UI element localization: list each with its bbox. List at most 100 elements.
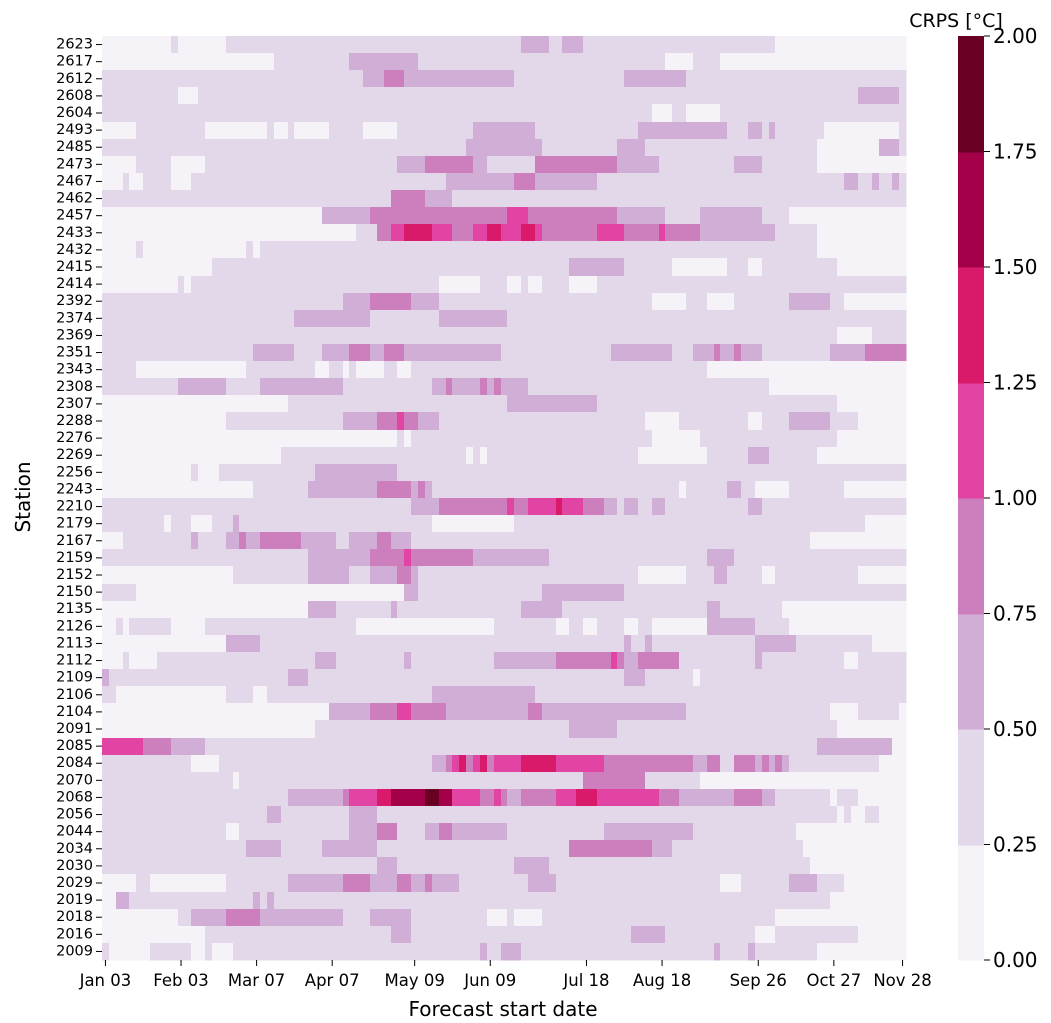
heatmap-cell: [219, 532, 227, 550]
heatmap-cell: [892, 344, 900, 362]
heatmap-cell: [679, 532, 687, 550]
heatmap-cell: [885, 532, 893, 550]
heatmap-cell: [837, 549, 845, 567]
heatmap-cell: [851, 686, 859, 704]
heatmap-cell: [157, 532, 165, 550]
heatmap-cell: [356, 720, 364, 739]
heatmap-cell: [679, 87, 687, 105]
heatmap-cell: [720, 36, 728, 54]
heatmap-cell: [556, 601, 563, 619]
heatmap-cell: [308, 601, 316, 619]
heatmap-cell: [714, 464, 721, 482]
heatmap-cell: [899, 36, 907, 54]
heatmap-cell: [844, 70, 852, 88]
heatmap-cell: [631, 139, 639, 157]
heatmap-cell: [439, 70, 447, 88]
heatmap-cell: [411, 430, 419, 448]
heatmap-cell: [583, 241, 591, 259]
heatmap-cell: [411, 447, 419, 465]
heatmap-cell: [727, 584, 735, 602]
heatmap-cell: [404, 104, 412, 123]
heatmap-cell: [404, 412, 412, 431]
heatmap-cell: [879, 481, 886, 499]
heatmap-cell: [329, 190, 337, 208]
heatmap-cell: [191, 412, 199, 431]
heatmap-cell: [164, 601, 172, 619]
heatmap-cell: [549, 498, 557, 516]
heatmap-cell: [246, 344, 254, 362]
heatmap-cell: [446, 635, 453, 653]
heatmap-cell: [727, 156, 735, 174]
heatmap-cell: [631, 104, 639, 123]
heatmap-cell: [343, 601, 350, 619]
heatmap-cell: [830, 156, 838, 174]
heatmap-cell: [205, 652, 213, 670]
heatmap-cell: [411, 515, 419, 533]
heatmap-cell: [817, 549, 825, 567]
heatmap-cell: [349, 464, 357, 482]
heatmap-cell: [775, 498, 783, 516]
heatmap-cell: [308, 686, 316, 704]
heatmap-cell: [604, 430, 612, 448]
heatmap-cell: [775, 156, 783, 174]
heatmap-cell: [576, 344, 584, 362]
heatmap-cell: [762, 241, 770, 259]
heatmap-cell: [452, 430, 460, 448]
heatmap-cell: [631, 87, 639, 105]
heatmap-cell: [521, 498, 529, 516]
heatmap-cell: [473, 601, 481, 619]
heatmap-cell: [562, 584, 570, 602]
heatmap-cell: [645, 584, 653, 602]
heatmap-cell: [123, 601, 130, 619]
heatmap-cell: [611, 498, 618, 516]
heatmap-cell: [308, 224, 316, 242]
heatmap-cell: [872, 652, 880, 670]
heatmap-cell: [899, 344, 907, 362]
heatmap-cell: [810, 412, 818, 431]
heatmap-cell: [274, 447, 282, 465]
heatmap-cell: [384, 549, 392, 567]
heatmap-cell: [494, 447, 502, 465]
heatmap-cell: [576, 224, 584, 242]
heatmap-cell: [494, 755, 502, 773]
heatmap-cell: [329, 104, 337, 123]
heatmap-cell: [308, 122, 316, 140]
heatmap-cell: [686, 87, 694, 105]
heatmap-cell: [384, 601, 392, 619]
heatmap-cell: [583, 686, 591, 704]
heatmap-cell: [748, 207, 756, 225]
heatmap-cell: [727, 344, 735, 362]
heatmap-cell: [336, 53, 344, 71]
heatmap-cell: [748, 190, 756, 208]
heatmap-cell: [817, 241, 825, 259]
heatmap-cell: [315, 327, 323, 345]
heatmap-cell: [452, 104, 460, 123]
heatmap-cell: [858, 669, 866, 687]
heatmap-cell: [301, 70, 309, 88]
heatmap-cell: [672, 515, 680, 533]
heatmap-cell: [528, 36, 536, 54]
heatmap-cell: [611, 53, 618, 71]
heatmap-cell: [734, 464, 742, 482]
heatmap-cell: [899, 447, 907, 465]
heatmap-cell: [288, 447, 295, 465]
heatmap-cell: [631, 361, 639, 379]
heatmap-cell: [597, 464, 605, 482]
heatmap-cell: [542, 156, 550, 174]
heatmap-cell: [198, 156, 206, 174]
heatmap-cell: [136, 122, 144, 140]
heatmap-cell: [391, 395, 398, 413]
heatmap-cell: [604, 601, 612, 619]
heatmap-cell: [885, 104, 893, 123]
heatmap-cell: [679, 122, 687, 140]
heatmap-cell: [418, 498, 426, 516]
heatmap-cell: [226, 207, 234, 225]
heatmap-cell: [851, 720, 859, 739]
heatmap-cell: [659, 276, 666, 294]
heatmap-cell: [178, 36, 185, 54]
heatmap-cell: [109, 532, 117, 550]
heatmap-cell: [714, 635, 721, 653]
heatmap-cell: [487, 36, 495, 54]
heatmap-cell: [741, 481, 749, 499]
heatmap-cell: [879, 635, 886, 653]
